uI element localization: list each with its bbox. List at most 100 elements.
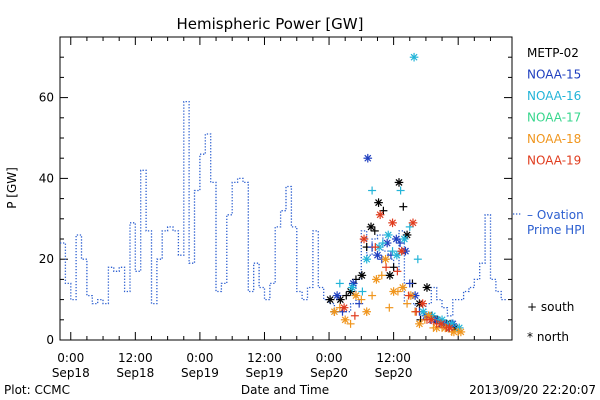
- y-axis: 0 20 40 60: [39, 56, 512, 347]
- south-marker: [355, 299, 364, 308]
- legend-entry: NOAA-15: [527, 68, 581, 82]
- north-marker: [436, 319, 446, 329]
- north-marker: [375, 210, 385, 220]
- south-marker: [350, 311, 359, 320]
- north-marker: [325, 295, 335, 304]
- south-marker: [377, 271, 386, 280]
- x-tick-label-date: Sep19: [246, 366, 284, 380]
- ovation-series-layer: [60, 100, 507, 321]
- legend-ovation-line1: – Ovation: [527, 208, 584, 222]
- north-marker: [409, 52, 419, 62]
- north-marker: [382, 238, 392, 248]
- north-marker: [351, 291, 361, 300]
- south-marker: [388, 247, 397, 256]
- x-tick-label-date: Sep20: [310, 366, 348, 380]
- north-marker: [372, 275, 381, 284]
- x-tick-label-date: Sep18: [116, 366, 154, 380]
- marker-legend-north: * north: [527, 330, 569, 344]
- legend-entry: METP-02: [527, 46, 579, 60]
- south-marker: [403, 299, 412, 308]
- south-marker: [396, 239, 405, 248]
- chart-title: Hemispheric Power [GW]: [177, 15, 364, 33]
- south-marker: [413, 255, 422, 264]
- x-tick-label-date: Sep19: [181, 366, 219, 380]
- north-marker: [398, 283, 408, 292]
- x-tick-label-time: 12:00: [118, 351, 153, 365]
- legend: METP-02 NOAA-15 NOAA-16 NOAA-17 NOAA-18 NOAA-…: [513, 46, 585, 344]
- south-marker: [412, 307, 421, 316]
- north-marker: [418, 307, 428, 317]
- south-marker: [382, 263, 391, 272]
- south-marker: [368, 291, 377, 300]
- north-marker: [385, 271, 395, 280]
- north-marker: [363, 153, 373, 163]
- ovation-prime-line: [60, 100, 507, 321]
- legend-ovation-line2: Prime HPI: [527, 223, 585, 237]
- north-marker: [332, 291, 342, 300]
- y-axis-label: P [GW]: [5, 167, 19, 209]
- north-marker: [388, 218, 397, 228]
- north-marker: [373, 250, 382, 260]
- north-marker: [456, 327, 466, 337]
- north-marker: [339, 303, 349, 312]
- north-marker: [340, 315, 350, 325]
- y-tick-label: 60: [39, 91, 54, 105]
- south-marker: [405, 279, 414, 288]
- north-marker: [357, 271, 367, 280]
- south-marker: [335, 279, 344, 288]
- north-marker: [381, 254, 390, 264]
- plot-frame: [59, 36, 513, 341]
- satellite-markers-layer: [325, 52, 466, 337]
- south-marker: [396, 186, 405, 195]
- north-marker: [415, 319, 424, 329]
- x-tick-label-date: Sep18: [52, 366, 90, 380]
- north-marker: [418, 299, 427, 308]
- x-tick-label-time: 0:00: [57, 351, 84, 365]
- y-tick-label: 20: [39, 252, 54, 266]
- legend-entry: NOAA-19: [527, 154, 581, 168]
- north-marker: [362, 254, 372, 264]
- footer-plot-credit: Plot: CCMC: [4, 383, 70, 397]
- x-tick-label-time: 0:00: [186, 351, 213, 365]
- south-marker: [378, 239, 387, 248]
- y-tick-label: 0: [46, 333, 54, 347]
- north-marker: [392, 234, 401, 244]
- north-marker: [400, 234, 409, 244]
- footer-timestamp: 2013/09/20 22:20:07: [469, 383, 596, 397]
- north-marker: [362, 307, 372, 317]
- south-marker: [370, 226, 379, 235]
- x-axis: 0:00Sep1812:00Sep180:00Sep1912:00Sep190:…: [52, 37, 491, 380]
- south-marker: [358, 287, 367, 296]
- north-marker: [422, 283, 432, 292]
- south-marker: [357, 295, 366, 304]
- x-tick-label-time: 12:00: [376, 351, 411, 365]
- south-marker: [389, 263, 398, 272]
- north-marker: [397, 246, 406, 256]
- north-marker: [445, 323, 454, 333]
- south-marker: [385, 303, 394, 312]
- south-marker: [368, 186, 377, 195]
- legend-entry: NOAA-17: [527, 111, 581, 125]
- south-marker: [404, 291, 413, 300]
- x-tick-label-time: 0:00: [316, 351, 343, 365]
- north-marker: [426, 315, 436, 325]
- south-marker: [346, 319, 355, 328]
- north-marker: [383, 230, 393, 240]
- north-marker: [366, 222, 376, 232]
- south-marker: [342, 291, 351, 300]
- south-marker: [371, 243, 380, 252]
- legend-entry: NOAA-18: [527, 132, 581, 146]
- north-marker: [330, 307, 339, 317]
- y-tick-label: 40: [39, 171, 54, 185]
- north-marker: [389, 287, 398, 296]
- north-marker: [408, 218, 418, 228]
- north-marker: [347, 283, 357, 292]
- marker-legend-south: + south: [527, 300, 574, 314]
- x-tick-label-date: Sep20: [375, 366, 413, 380]
- x-tick-label-time: 12:00: [247, 351, 282, 365]
- x-axis-label: Date and Time: [241, 383, 329, 397]
- north-marker: [394, 178, 404, 187]
- south-marker: [393, 267, 402, 276]
- north-marker: [359, 234, 369, 244]
